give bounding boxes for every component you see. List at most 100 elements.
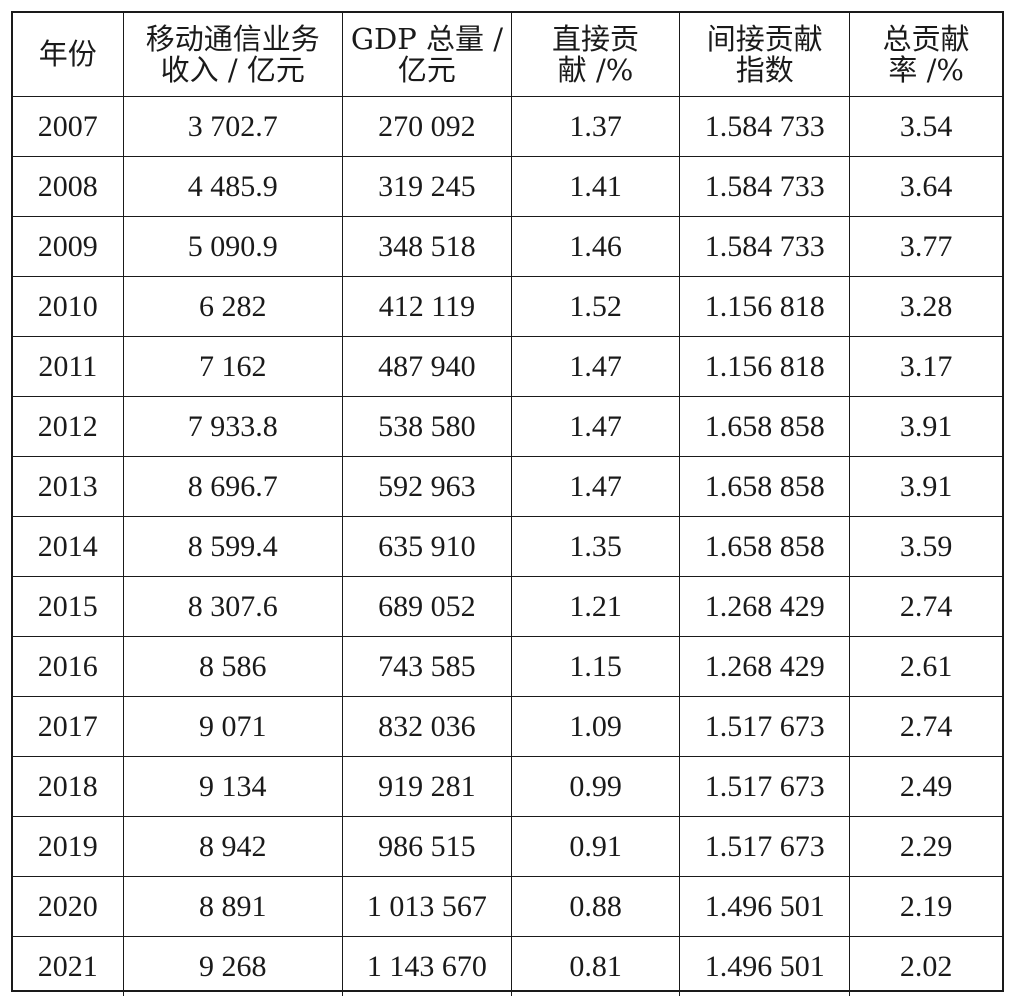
cell-direct-contribution: 0.88 — [510, 876, 681, 937]
cell-gdp-total: 986 515 — [341, 816, 512, 877]
cell-total-contribution: 3.28 — [849, 276, 1002, 337]
cell-mobile-revenue: 8 942 — [122, 816, 343, 877]
cell-gdp-total: 487 940 — [341, 336, 512, 397]
table-row: 2019 8 942 986 515 0.91 1.517 673 2.29 — [13, 816, 1002, 877]
cell-indirect-index: 1.658 858 — [679, 396, 851, 457]
cell-total-contribution: 3.91 — [849, 456, 1002, 517]
cell-indirect-index: 1.584 733 — [679, 216, 851, 277]
cell-gdp-total: 635 910 — [341, 516, 512, 577]
cell-gdp-total: 743 585 — [341, 636, 512, 697]
cell-year: 2017 — [13, 696, 124, 757]
cell-mobile-revenue: 9 134 — [122, 756, 343, 817]
cell-indirect-index: 1.156 818 — [679, 276, 851, 337]
cell-indirect-index: 1.658 858 — [679, 456, 851, 517]
cell-direct-contribution: 0.81 — [510, 936, 681, 996]
cell-mobile-revenue: 8 586 — [122, 636, 343, 697]
cell-gdp-total: 319 245 — [341, 156, 512, 217]
cell-year: 2008 — [13, 156, 124, 217]
table-row: 2007 3 702.7 270 092 1.37 1.584 733 3.54 — [13, 96, 1002, 157]
cell-gdp-total: 1 143 670 — [341, 936, 512, 996]
cell-mobile-revenue: 9 268 — [122, 936, 343, 996]
cell-indirect-index: 1.156 818 — [679, 336, 851, 397]
cell-total-contribution: 2.74 — [849, 696, 1002, 757]
cell-year: 2014 — [13, 516, 124, 577]
cell-year: 2009 — [13, 216, 124, 277]
header-direct-contribution: 直接贡 献 /% — [510, 13, 681, 97]
header-gdp-total: GDP 总量 / 亿元 — [341, 13, 512, 97]
data-table: 年份 移动通信业务 收入 / 亿元 GDP 总量 / 亿元 直接贡 献 /% 间… — [13, 13, 1002, 996]
cell-year: 2012 — [13, 396, 124, 457]
cell-gdp-total: 919 281 — [341, 756, 512, 817]
table-row: 2013 8 696.7 592 963 1.47 1.658 858 3.91 — [13, 456, 1002, 517]
table-row: 2009 5 090.9 348 518 1.46 1.584 733 3.77 — [13, 216, 1002, 277]
table-row: 2014 8 599.4 635 910 1.35 1.658 858 3.59 — [13, 516, 1002, 577]
table-header-row: 年份 移动通信业务 收入 / 亿元 GDP 总量 / 亿元 直接贡 献 /% 间… — [13, 13, 1002, 97]
cell-indirect-index: 1.584 733 — [679, 156, 851, 217]
cell-gdp-total: 348 518 — [341, 216, 512, 277]
cell-mobile-revenue: 7 933.8 — [122, 396, 343, 457]
table-row: 2015 8 307.6 689 052 1.21 1.268 429 2.74 — [13, 576, 1002, 637]
cell-direct-contribution: 1.15 — [510, 636, 681, 697]
table-row: 2008 4 485.9 319 245 1.41 1.584 733 3.64 — [13, 156, 1002, 217]
cell-mobile-revenue: 3 702.7 — [122, 96, 343, 157]
cell-total-contribution: 2.61 — [849, 636, 1002, 697]
table-row: 2017 9 071 832 036 1.09 1.517 673 2.74 — [13, 696, 1002, 757]
cell-year: 2015 — [13, 576, 124, 637]
header-total-contribution: 总贡献 率 /% — [849, 13, 1002, 97]
cell-direct-contribution: 1.21 — [510, 576, 681, 637]
cell-direct-contribution: 0.91 — [510, 816, 681, 877]
cell-total-contribution: 2.29 — [849, 816, 1002, 877]
cell-total-contribution: 3.77 — [849, 216, 1002, 277]
cell-total-contribution: 3.91 — [849, 396, 1002, 457]
table-row: 2016 8 586 743 585 1.15 1.268 429 2.61 — [13, 636, 1002, 697]
cell-mobile-revenue: 8 696.7 — [122, 456, 343, 517]
cell-indirect-index: 1.517 673 — [679, 696, 851, 757]
cell-direct-contribution: 1.47 — [510, 456, 681, 517]
cell-total-contribution: 2.74 — [849, 576, 1002, 637]
header-year: 年份 — [13, 13, 124, 97]
cell-mobile-revenue: 7 162 — [122, 336, 343, 397]
cell-mobile-revenue: 5 090.9 — [122, 216, 343, 277]
data-table-frame: 年份 移动通信业务 收入 / 亿元 GDP 总量 / 亿元 直接贡 献 /% 间… — [11, 11, 1004, 996]
cell-year: 2007 — [13, 96, 124, 157]
cell-mobile-revenue: 9 071 — [122, 696, 343, 757]
cell-direct-contribution: 1.47 — [510, 396, 681, 457]
header-mobile-revenue: 移动通信业务 收入 / 亿元 — [122, 13, 343, 97]
cell-total-contribution: 2.49 — [849, 756, 1002, 817]
cell-mobile-revenue: 6 282 — [122, 276, 343, 337]
cell-indirect-index: 1.268 429 — [679, 576, 851, 637]
cell-direct-contribution: 1.46 — [510, 216, 681, 277]
cell-total-contribution: 3.59 — [849, 516, 1002, 577]
cell-gdp-total: 1 013 567 — [341, 876, 512, 937]
cell-indirect-index: 1.584 733 — [679, 96, 851, 157]
cell-direct-contribution: 1.37 — [510, 96, 681, 157]
cell-year: 2016 — [13, 636, 124, 697]
cell-year: 2020 — [13, 876, 124, 937]
table-row: 2020 8 891 1 013 567 0.88 1.496 501 2.19 — [13, 876, 1002, 937]
cell-gdp-total: 592 963 — [341, 456, 512, 517]
table-row: 2018 9 134 919 281 0.99 1.517 673 2.49 — [13, 756, 1002, 817]
table-row: 2011 7 162 487 940 1.47 1.156 818 3.17 — [13, 336, 1002, 397]
cell-total-contribution: 3.17 — [849, 336, 1002, 397]
cell-indirect-index: 1.658 858 — [679, 516, 851, 577]
cell-mobile-revenue: 8 307.6 — [122, 576, 343, 637]
cell-gdp-total: 412 119 — [341, 276, 512, 337]
cell-total-contribution: 2.02 — [849, 936, 1002, 996]
cell-gdp-total: 538 580 — [341, 396, 512, 457]
cell-direct-contribution: 1.47 — [510, 336, 681, 397]
cell-mobile-revenue: 4 485.9 — [122, 156, 343, 217]
cell-indirect-index: 1.268 429 — [679, 636, 851, 697]
cell-total-contribution: 3.64 — [849, 156, 1002, 217]
cell-direct-contribution: 0.99 — [510, 756, 681, 817]
cell-mobile-revenue: 8 599.4 — [122, 516, 343, 577]
cell-total-contribution: 3.54 — [849, 96, 1002, 157]
cell-direct-contribution: 1.52 — [510, 276, 681, 337]
cell-gdp-total: 689 052 — [341, 576, 512, 637]
table-row: 2021 9 268 1 143 670 0.81 1.496 501 2.02 — [13, 936, 1002, 996]
cell-year: 2011 — [13, 336, 124, 397]
table-row: 2010 6 282 412 119 1.52 1.156 818 3.28 — [13, 276, 1002, 337]
cell-year: 2018 — [13, 756, 124, 817]
cell-direct-contribution: 1.35 — [510, 516, 681, 577]
header-indirect-index: 间接贡献 指数 — [679, 13, 851, 97]
cell-year: 2019 — [13, 816, 124, 877]
